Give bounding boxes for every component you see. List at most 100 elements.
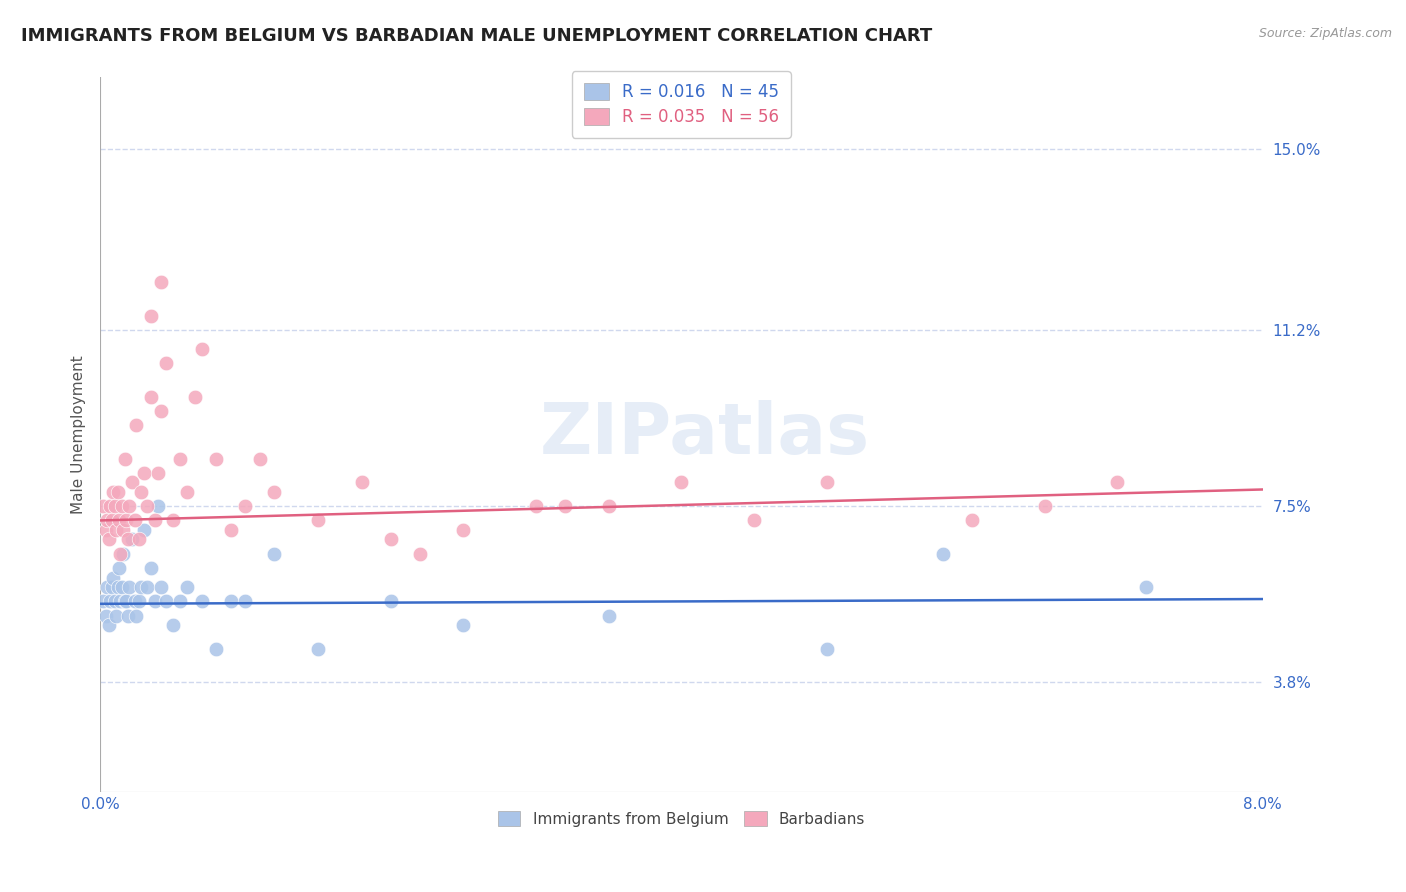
Point: [183, 390, 205, 404]
Point: [453, 523, 475, 537]
Point: [205, 451, 228, 466]
Point: [103, 571, 125, 585]
Point: [125, 608, 148, 623]
Point: [219, 594, 242, 608]
Point: [121, 475, 143, 490]
Point: [117, 533, 139, 547]
Point: [263, 484, 285, 499]
Point: [107, 484, 129, 499]
Point: [96, 513, 118, 527]
Point: [307, 513, 329, 527]
Point: [108, 561, 131, 575]
Point: [176, 484, 198, 499]
Point: [155, 356, 177, 370]
Point: [162, 513, 184, 527]
Point: [453, 618, 475, 632]
Point: [176, 580, 198, 594]
Point: [112, 523, 135, 537]
Point: [135, 580, 157, 594]
Point: [124, 513, 146, 527]
Point: [112, 547, 135, 561]
Point: [191, 342, 214, 356]
Point: [91, 594, 114, 608]
Y-axis label: Male Unemployment: Male Unemployment: [72, 355, 86, 514]
Point: [103, 484, 125, 499]
Point: [155, 594, 177, 608]
Point: [114, 594, 136, 608]
Point: [815, 642, 838, 657]
Point: [135, 499, 157, 513]
Point: [125, 418, 148, 433]
Point: [115, 594, 138, 608]
Point: [94, 608, 117, 623]
Point: [1033, 499, 1056, 513]
Point: [97, 533, 120, 547]
Point: [124, 594, 146, 608]
Point: [104, 594, 127, 608]
Point: [98, 499, 121, 513]
Point: [91, 499, 114, 513]
Point: [742, 513, 765, 527]
Point: [249, 451, 271, 466]
Point: [118, 580, 141, 594]
Point: [118, 499, 141, 513]
Point: [409, 547, 432, 561]
Point: [105, 608, 128, 623]
Point: [148, 466, 170, 480]
Point: [380, 594, 402, 608]
Point: [671, 475, 693, 490]
Point: [815, 475, 838, 490]
Text: Source: ZipAtlas.com: Source: ZipAtlas.com: [1258, 27, 1392, 40]
Point: [263, 547, 285, 561]
Point: [350, 475, 373, 490]
Point: [150, 275, 173, 289]
Point: [132, 466, 155, 480]
Point: [598, 608, 620, 623]
Point: [97, 618, 120, 632]
Point: [128, 594, 150, 608]
Point: [108, 513, 131, 527]
Point: [139, 561, 162, 575]
Point: [307, 642, 329, 657]
Point: [98, 594, 121, 608]
Point: [110, 594, 132, 608]
Point: [107, 580, 129, 594]
Point: [132, 523, 155, 537]
Text: IMMIGRANTS FROM BELGIUM VS BARBADIAN MALE UNEMPLOYMENT CORRELATION CHART: IMMIGRANTS FROM BELGIUM VS BARBADIAN MAL…: [21, 27, 932, 45]
Point: [139, 309, 162, 323]
Point: [150, 404, 173, 418]
Point: [115, 513, 138, 527]
Point: [1107, 475, 1129, 490]
Text: ZIPatlas: ZIPatlas: [540, 401, 870, 469]
Point: [380, 533, 402, 547]
Point: [100, 513, 122, 527]
Point: [129, 484, 152, 499]
Point: [139, 390, 162, 404]
Point: [117, 608, 139, 623]
Point: [191, 594, 214, 608]
Point: [114, 451, 136, 466]
Point: [143, 513, 166, 527]
Point: [94, 523, 117, 537]
Point: [104, 499, 127, 513]
Point: [111, 580, 134, 594]
Point: [100, 580, 122, 594]
Legend: Immigrants from Belgium, Barbadians: Immigrants from Belgium, Barbadians: [489, 803, 873, 834]
Point: [162, 618, 184, 632]
Point: [235, 499, 257, 513]
Point: [235, 594, 257, 608]
Point: [111, 499, 134, 513]
Point: [205, 642, 228, 657]
Point: [96, 580, 118, 594]
Point: [150, 580, 173, 594]
Point: [554, 499, 576, 513]
Point: [960, 513, 983, 527]
Point: [143, 594, 166, 608]
Point: [129, 580, 152, 594]
Point: [105, 523, 128, 537]
Point: [932, 547, 955, 561]
Point: [121, 533, 143, 547]
Point: [169, 451, 191, 466]
Point: [219, 523, 242, 537]
Point: [598, 499, 620, 513]
